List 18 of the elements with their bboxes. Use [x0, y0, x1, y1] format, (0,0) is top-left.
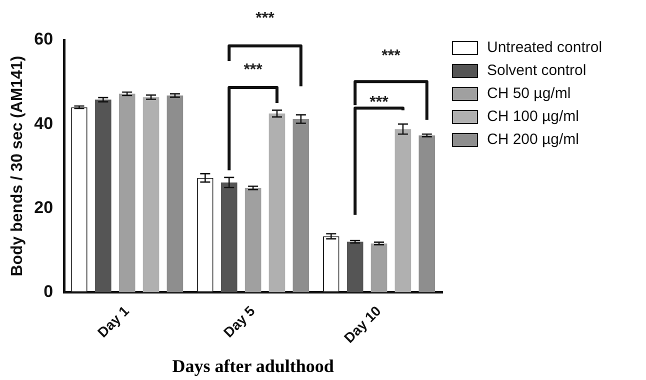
annotation: *** — [370, 94, 390, 111]
y-tick-label: 20 — [34, 198, 54, 217]
y-tick-label: 40 — [34, 114, 54, 133]
legend-label: Solvent control — [487, 62, 586, 79]
legend-label: Untreated control — [487, 39, 602, 56]
y-tick-label: 60 — [34, 30, 54, 49]
x-tick-label: Day 10 — [340, 302, 384, 346]
text: *** — [256, 10, 276, 27]
annotation: *** — [244, 61, 264, 78]
x-axis-title: Days after adulthood — [172, 356, 334, 376]
y-tick-label: 0 — [44, 282, 54, 301]
legend-label: CH 200 µg/ml — [487, 131, 580, 148]
y-axis-title: Body bends / 30 sec (AM141) — [9, 56, 26, 276]
x-tick-label: Day 1 — [94, 302, 132, 340]
legend-label: CH 50 µg/ml — [487, 85, 571, 102]
x-tick-label: Day 5 — [220, 302, 258, 340]
annotation: *** — [382, 48, 402, 65]
legend-label: CH 100 µg/ml — [487, 108, 580, 125]
